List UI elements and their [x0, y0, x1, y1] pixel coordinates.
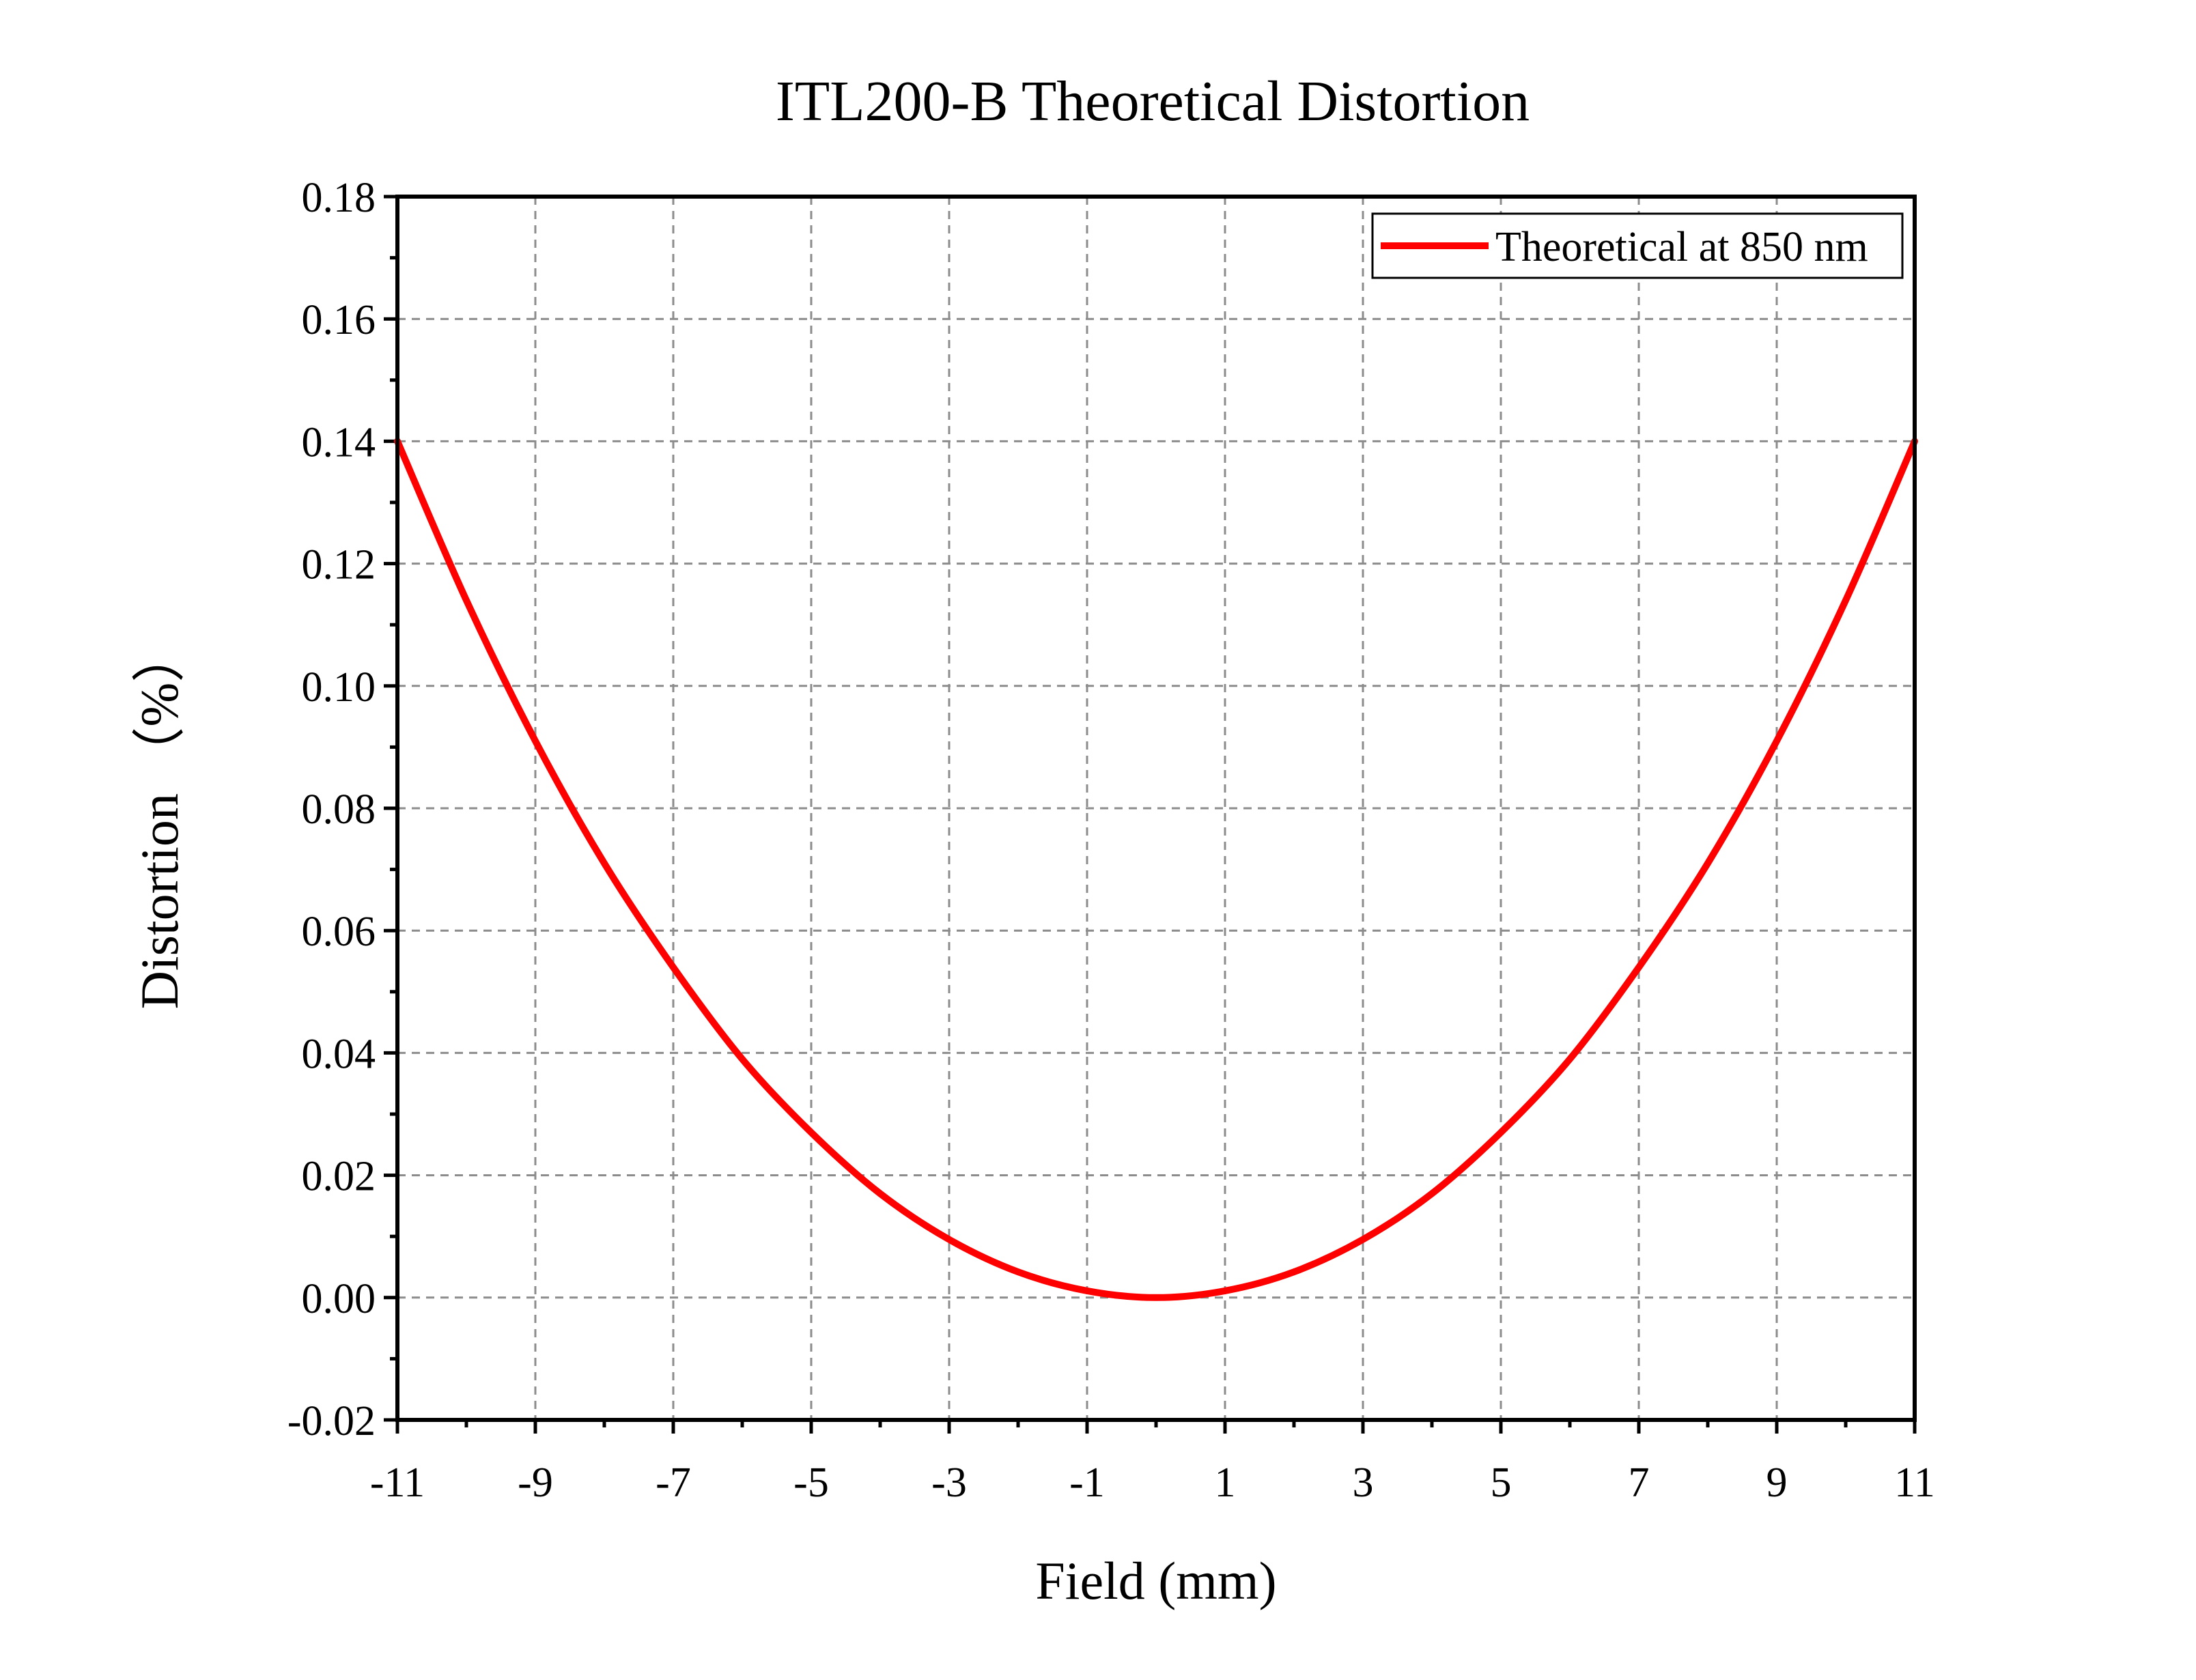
y-tick-label: 0.16: [302, 297, 376, 343]
y-tick-label: 0.18: [302, 175, 376, 221]
y-tick-label: 0.06: [302, 909, 376, 955]
x-tick-label: -5: [793, 1460, 829, 1506]
y-tick-label: 0.00: [302, 1276, 376, 1322]
plot-frame: [395, 195, 1917, 1422]
y-tick-label: -0.02: [287, 1398, 376, 1444]
x-tick-label: 1: [1215, 1460, 1236, 1506]
x-tick-label: -7: [656, 1460, 691, 1506]
y-tick-label: 0.10: [302, 664, 376, 711]
y-tick-label: 0.14: [302, 419, 376, 466]
x-tick-label: 7: [1629, 1460, 1650, 1506]
x-tick-labels: -11 -9 -7 -5 -3 -1 1 3 5 7 9 11: [370, 1460, 1935, 1506]
y-axis-label: Distortion （%）: [130, 629, 189, 1010]
y-tick-label: 0.08: [302, 786, 376, 833]
minor-ticks: [390, 256, 1848, 1427]
grid-lines: [397, 197, 1915, 1420]
x-axis-label: Field (mm): [1035, 1551, 1276, 1610]
series-line-theoretical-850nm: [394, 438, 1918, 1301]
y-tick-labels: -0.02 0.00 0.02 0.04 0.06 0.08 0.10 0.12 0.14 0.1…: [287, 175, 376, 1444]
x-tick-label: -9: [518, 1460, 553, 1506]
x-tick-label: 5: [1491, 1460, 1512, 1506]
x-tick-label: -1: [1069, 1460, 1105, 1506]
y-tick-label: 0.12: [302, 542, 376, 588]
x-tick-label: -3: [931, 1460, 967, 1506]
legend-label: Theoretical at 850 nm: [1495, 224, 1868, 270]
legend: Theoretical at 850 nm: [1371, 212, 1904, 279]
x-tick-label: -11: [370, 1460, 425, 1506]
major-ticks: [384, 195, 1917, 1434]
x-tick-label: 9: [1766, 1460, 1788, 1506]
x-tick-label: 3: [1353, 1460, 1374, 1506]
chart-title: ITL200-B Theoretical Distortion: [776, 70, 1530, 133]
x-tick-label: 11: [1894, 1460, 1935, 1506]
y-tick-label: 0.04: [302, 1031, 376, 1077]
y-tick-label: 0.02: [302, 1154, 376, 1200]
